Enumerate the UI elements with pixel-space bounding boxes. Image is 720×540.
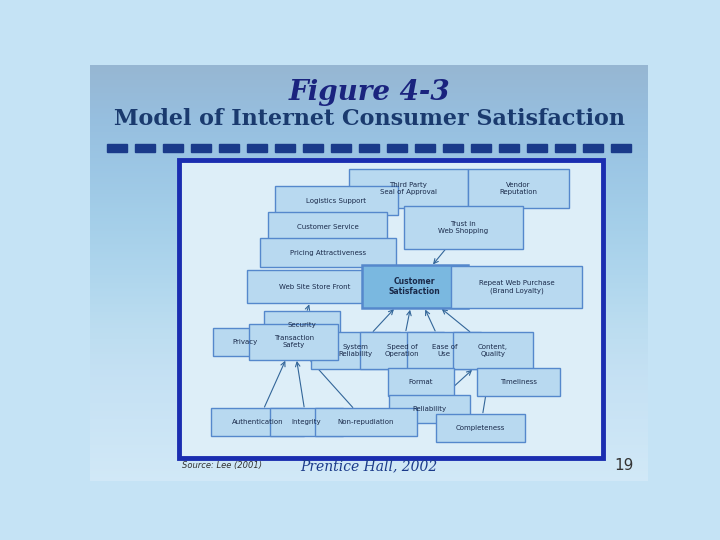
Text: Prentice Hall, 2002: Prentice Hall, 2002 — [300, 459, 438, 473]
Bar — [443, 144, 463, 152]
Bar — [611, 144, 631, 152]
Bar — [275, 144, 295, 152]
Text: 19: 19 — [615, 458, 634, 473]
Bar — [179, 160, 603, 458]
Bar — [555, 144, 575, 152]
Bar — [247, 144, 267, 152]
Bar — [527, 144, 547, 152]
Bar — [331, 144, 351, 152]
Bar — [499, 144, 519, 152]
Bar — [303, 144, 323, 152]
Bar — [219, 144, 239, 152]
Bar — [163, 144, 183, 152]
Bar — [415, 144, 435, 152]
Bar — [471, 144, 491, 152]
Text: Model of Internet Consumer Satisfaction: Model of Internet Consumer Satisfaction — [114, 109, 624, 131]
Bar — [359, 144, 379, 152]
Bar — [191, 144, 211, 152]
Bar — [107, 144, 127, 152]
Bar — [135, 144, 155, 152]
Bar — [387, 144, 407, 152]
Bar — [583, 144, 603, 152]
Text: Source: Lee (2001): Source: Lee (2001) — [182, 461, 262, 470]
Text: Figure 4-3: Figure 4-3 — [288, 79, 450, 106]
